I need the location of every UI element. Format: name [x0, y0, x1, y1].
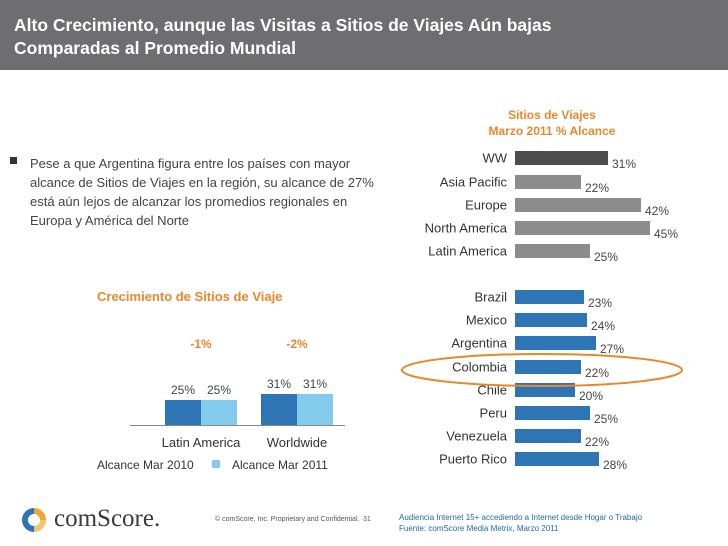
data-label: 24% [591, 319, 615, 333]
bar [201, 400, 237, 425]
bar [515, 336, 596, 350]
page-title-line2: Comparadas al Promedio Mundial [14, 38, 296, 58]
growth-chart-title: Crecimiento de Sitios de Viaje [97, 289, 283, 304]
category-label: Latin America [162, 435, 242, 450]
legend-label: Alcance Mar 2011 [232, 458, 328, 472]
data-label: 22% [585, 366, 609, 380]
bar [515, 221, 650, 235]
data-label: 31% [303, 377, 327, 391]
data-label: 20% [579, 389, 603, 403]
comscore-brand: comScore. [54, 505, 161, 532]
source-note-fuente: Fuente: comScore Media Metrix, Marzo 201… [399, 524, 559, 533]
legend-swatch [212, 460, 220, 468]
bar [515, 429, 581, 443]
data-label: 31% [267, 377, 291, 391]
bar [515, 452, 599, 466]
category-label: Peru [480, 406, 507, 421]
category-label: North America [425, 221, 508, 236]
data-label: 23% [588, 296, 612, 310]
category-label: Europe [465, 198, 507, 213]
bullet-text: Pese a que Argentina figura entre los pa… [30, 156, 374, 228]
title-banner: Alto Crecimiento, aunque las Visitas a S… [0, 0, 728, 70]
page-number: 31 [363, 516, 371, 523]
bar [165, 400, 201, 425]
growth-label: -2% [286, 337, 308, 351]
bar [515, 198, 641, 212]
category-label: Brazil [474, 290, 507, 305]
category-label: Puerto Rico [439, 452, 507, 467]
bar [515, 244, 590, 258]
category-label: Venezuela [446, 429, 507, 444]
data-label: 25% [594, 250, 618, 264]
data-label: 22% [585, 181, 609, 195]
bar [261, 394, 297, 425]
data-label: 25% [171, 383, 195, 397]
data-label: 27% [600, 342, 624, 356]
data-label: 31% [612, 157, 636, 171]
category-label: Asia Pacific [440, 175, 508, 190]
category-label: Latin America [428, 244, 508, 259]
bar [297, 394, 333, 425]
bar [515, 406, 590, 420]
source-note-audience: Audiencia Internet 15+ accediendo a Inte… [399, 513, 643, 522]
category-label: Mexico [466, 313, 507, 328]
category-label: Argentina [451, 336, 507, 351]
colombia-highlight-ellipse [401, 353, 683, 387]
data-label: 42% [645, 204, 669, 218]
bar [515, 175, 581, 189]
bar [515, 313, 587, 327]
bar-chart-title: Sitios de Viajes [508, 108, 596, 122]
data-label: 25% [594, 412, 618, 426]
category-label: Worldwide [267, 435, 327, 450]
growth-label: -1% [190, 337, 212, 351]
bar [515, 151, 608, 165]
bullet-point: Pese a que Argentina figura entre los pa… [10, 154, 380, 230]
category-label: WW [482, 151, 507, 166]
data-label: 28% [603, 458, 627, 472]
category-label: Colombia [452, 360, 508, 375]
data-label: 22% [585, 435, 609, 449]
data-label: 25% [207, 383, 231, 397]
bar [515, 360, 581, 374]
page-title-line1: Alto Crecimiento, aunque las Visitas a S… [14, 15, 552, 35]
data-label: 45% [654, 227, 678, 241]
bullet-square-icon [10, 157, 17, 164]
legend-label: Alcance Mar 2010 [97, 458, 194, 472]
copyright-text: © comScore, Inc. Proprietary and Confide… [215, 516, 360, 523]
bar-chart-subtitle: Marzo 2011 % Alcance [489, 124, 616, 138]
bar [515, 290, 584, 304]
